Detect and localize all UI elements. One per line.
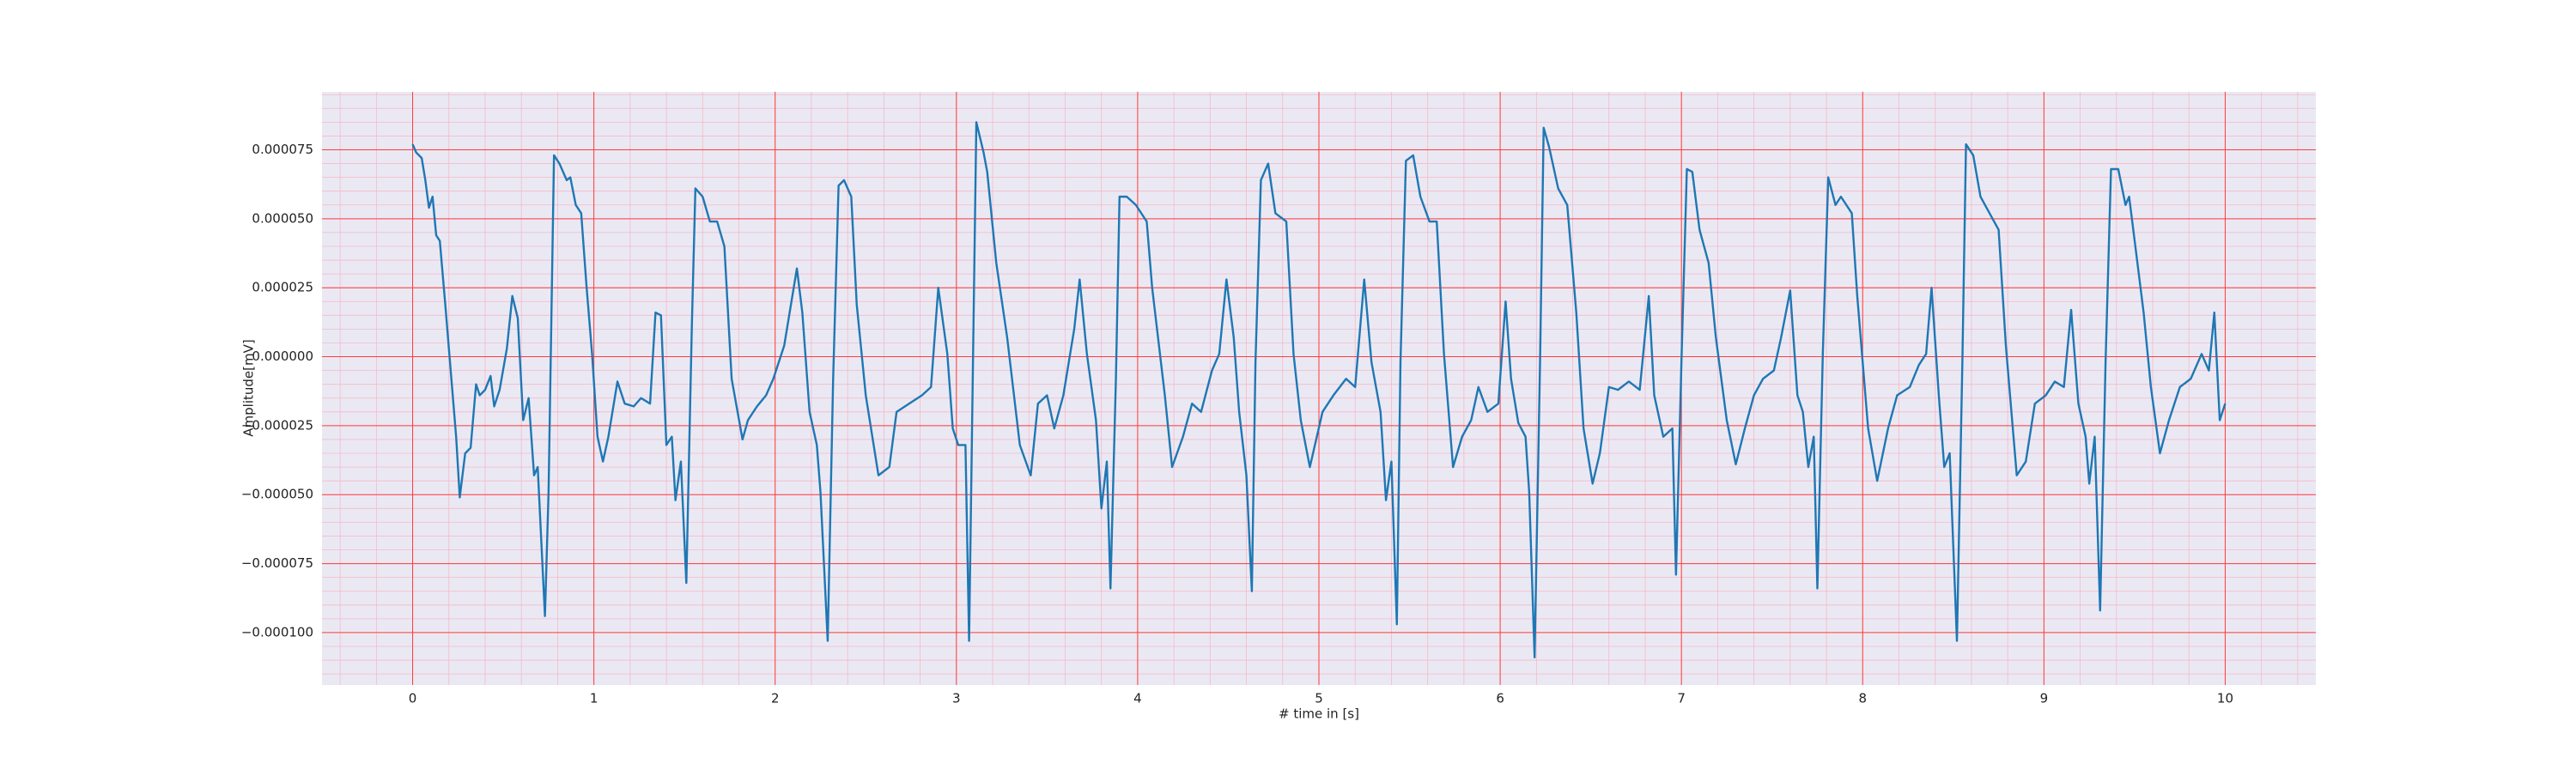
y-tick-label: −0.000100 <box>241 624 313 640</box>
x-axis-label: # time in [s] <box>1279 706 1359 722</box>
x-tick-label: 4 <box>1133 691 1142 706</box>
y-tick-label: −0.000075 <box>241 555 313 571</box>
y-tick-label: −0.000025 <box>241 417 313 433</box>
x-tick-label: 5 <box>1315 691 1323 706</box>
x-tick-label: 2 <box>771 691 780 706</box>
x-tick-label: 6 <box>1496 691 1504 706</box>
y-axis-label: Amplitude[mV] <box>241 339 257 436</box>
y-tick-label: −0.000050 <box>241 487 313 502</box>
x-tick-label: 9 <box>2040 691 2049 706</box>
y-tick-label: 0.000025 <box>252 280 313 295</box>
x-tick-label: 10 <box>2217 691 2233 706</box>
y-tick-label: 0.000000 <box>252 349 313 364</box>
x-tick-label: 3 <box>952 691 961 706</box>
x-tick-label: 7 <box>1677 691 1686 706</box>
line-series <box>411 121 2227 659</box>
x-tick-label: 1 <box>590 691 598 706</box>
y-tick-label: 0.000075 <box>252 142 313 157</box>
y-tick-label: 0.000050 <box>252 210 313 226</box>
x-tick-label: 8 <box>1858 691 1867 706</box>
x-tick-label: 0 <box>409 691 417 706</box>
